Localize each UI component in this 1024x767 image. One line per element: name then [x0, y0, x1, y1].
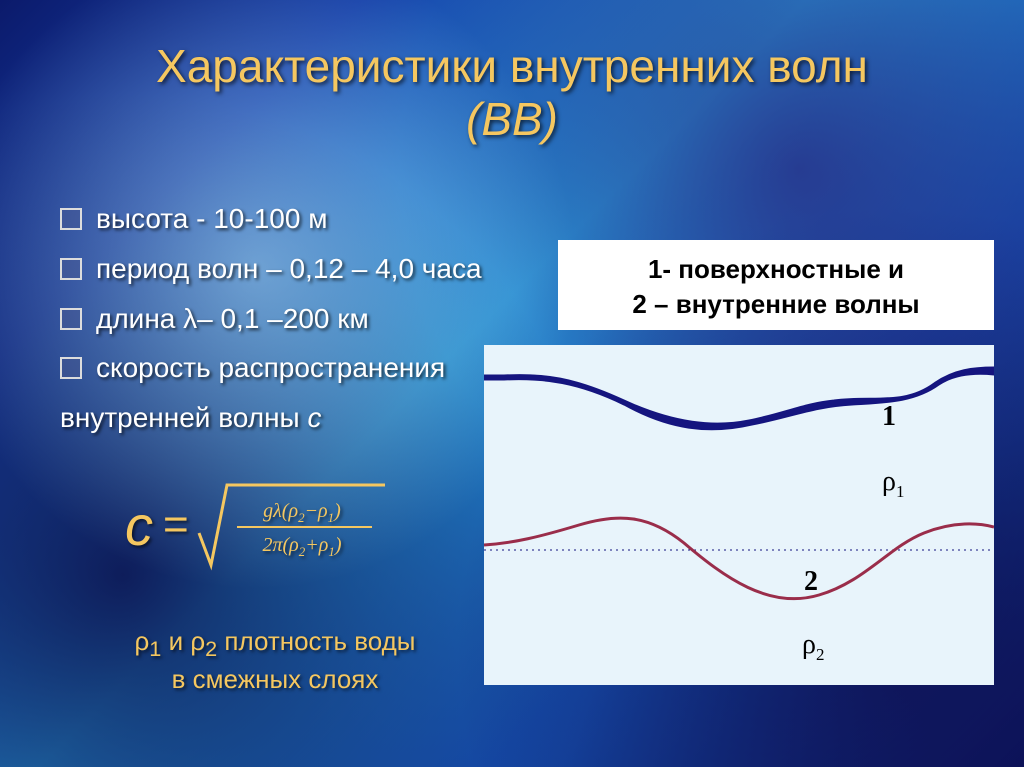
bullet-text-2: период волн – 0,12 – 4,0 часа [96, 250, 482, 288]
rho1-symbol: ρ [135, 626, 150, 656]
bullet-item-1: высота - 10-100 м [60, 200, 580, 238]
wave-speed-formula: c = gλ(ρ2−ρ1) 2π(ρ2+ρ1) [125, 475, 387, 575]
diagram-label-rho1: ρ1 [882, 466, 904, 501]
bullet-icon [60, 258, 82, 280]
wrap-text: внутренней волны [60, 402, 307, 433]
diagram-label-1: 1 [882, 401, 896, 432]
rho1-sub: 1 [149, 636, 161, 661]
bullet-text-3: длина λ– 0,1 –200 км [96, 300, 369, 338]
bullet-icon [60, 208, 82, 230]
density-footnote: ρ1 и ρ2 плотность воды в смежных слоях [100, 625, 450, 697]
internal-wave-curve [484, 518, 994, 599]
wrap-var: c [307, 402, 321, 433]
formula-equals: = [163, 500, 189, 550]
bullet-text-1: высота - 10-100 м [96, 200, 327, 238]
formula-sqrt-fraction: gλ(ρ2−ρ1) 2π(ρ2+ρ1) [197, 475, 387, 575]
diagram-label-rho2: ρ2 [802, 629, 824, 664]
wave-diagram-svg: 1 ρ1 2 ρ2 [484, 345, 994, 685]
bullet-icon [60, 308, 82, 330]
wave-diagram: 1 ρ1 2 ρ2 [484, 345, 994, 685]
bullet-text-4: скорость распространения [96, 349, 445, 387]
footnote-tail: плотность воды [217, 626, 415, 656]
bullet-item-3: длина λ– 0,1 –200 км [60, 300, 580, 338]
bullet-icon [60, 357, 82, 379]
title-line1: Характеристики внутренних волн [156, 40, 868, 92]
diagram-label-2: 2 [804, 566, 818, 597]
diagram-legend: 1- поверхностные и 2 – внутренние волны [558, 240, 994, 330]
rho2-sub: 2 [205, 636, 217, 661]
formula-numerator: gλ(ρ2−ρ1) [263, 500, 341, 525]
rho2-symbol: ρ [190, 626, 205, 656]
slide-root: Характеристики внутренних волн (ВВ) высо… [0, 0, 1024, 767]
bullet-item-2: период волн – 0,12 – 4,0 часа [60, 250, 580, 288]
formula-denominator: 2π(ρ2+ρ1) [262, 534, 341, 559]
footnote-line2: в смежных слоях [172, 664, 379, 694]
surface-wave-shape [484, 367, 994, 430]
footnote-and: и [161, 626, 190, 656]
title-abbr: (ВВ) [466, 93, 558, 145]
legend-line2: 2 – внутренние волны [632, 289, 919, 319]
formula-lhs: c [125, 493, 153, 558]
slide-title: Характеристики внутренних волн (ВВ) [0, 40, 1024, 146]
legend-line1: 1- поверхностные и [648, 254, 904, 284]
